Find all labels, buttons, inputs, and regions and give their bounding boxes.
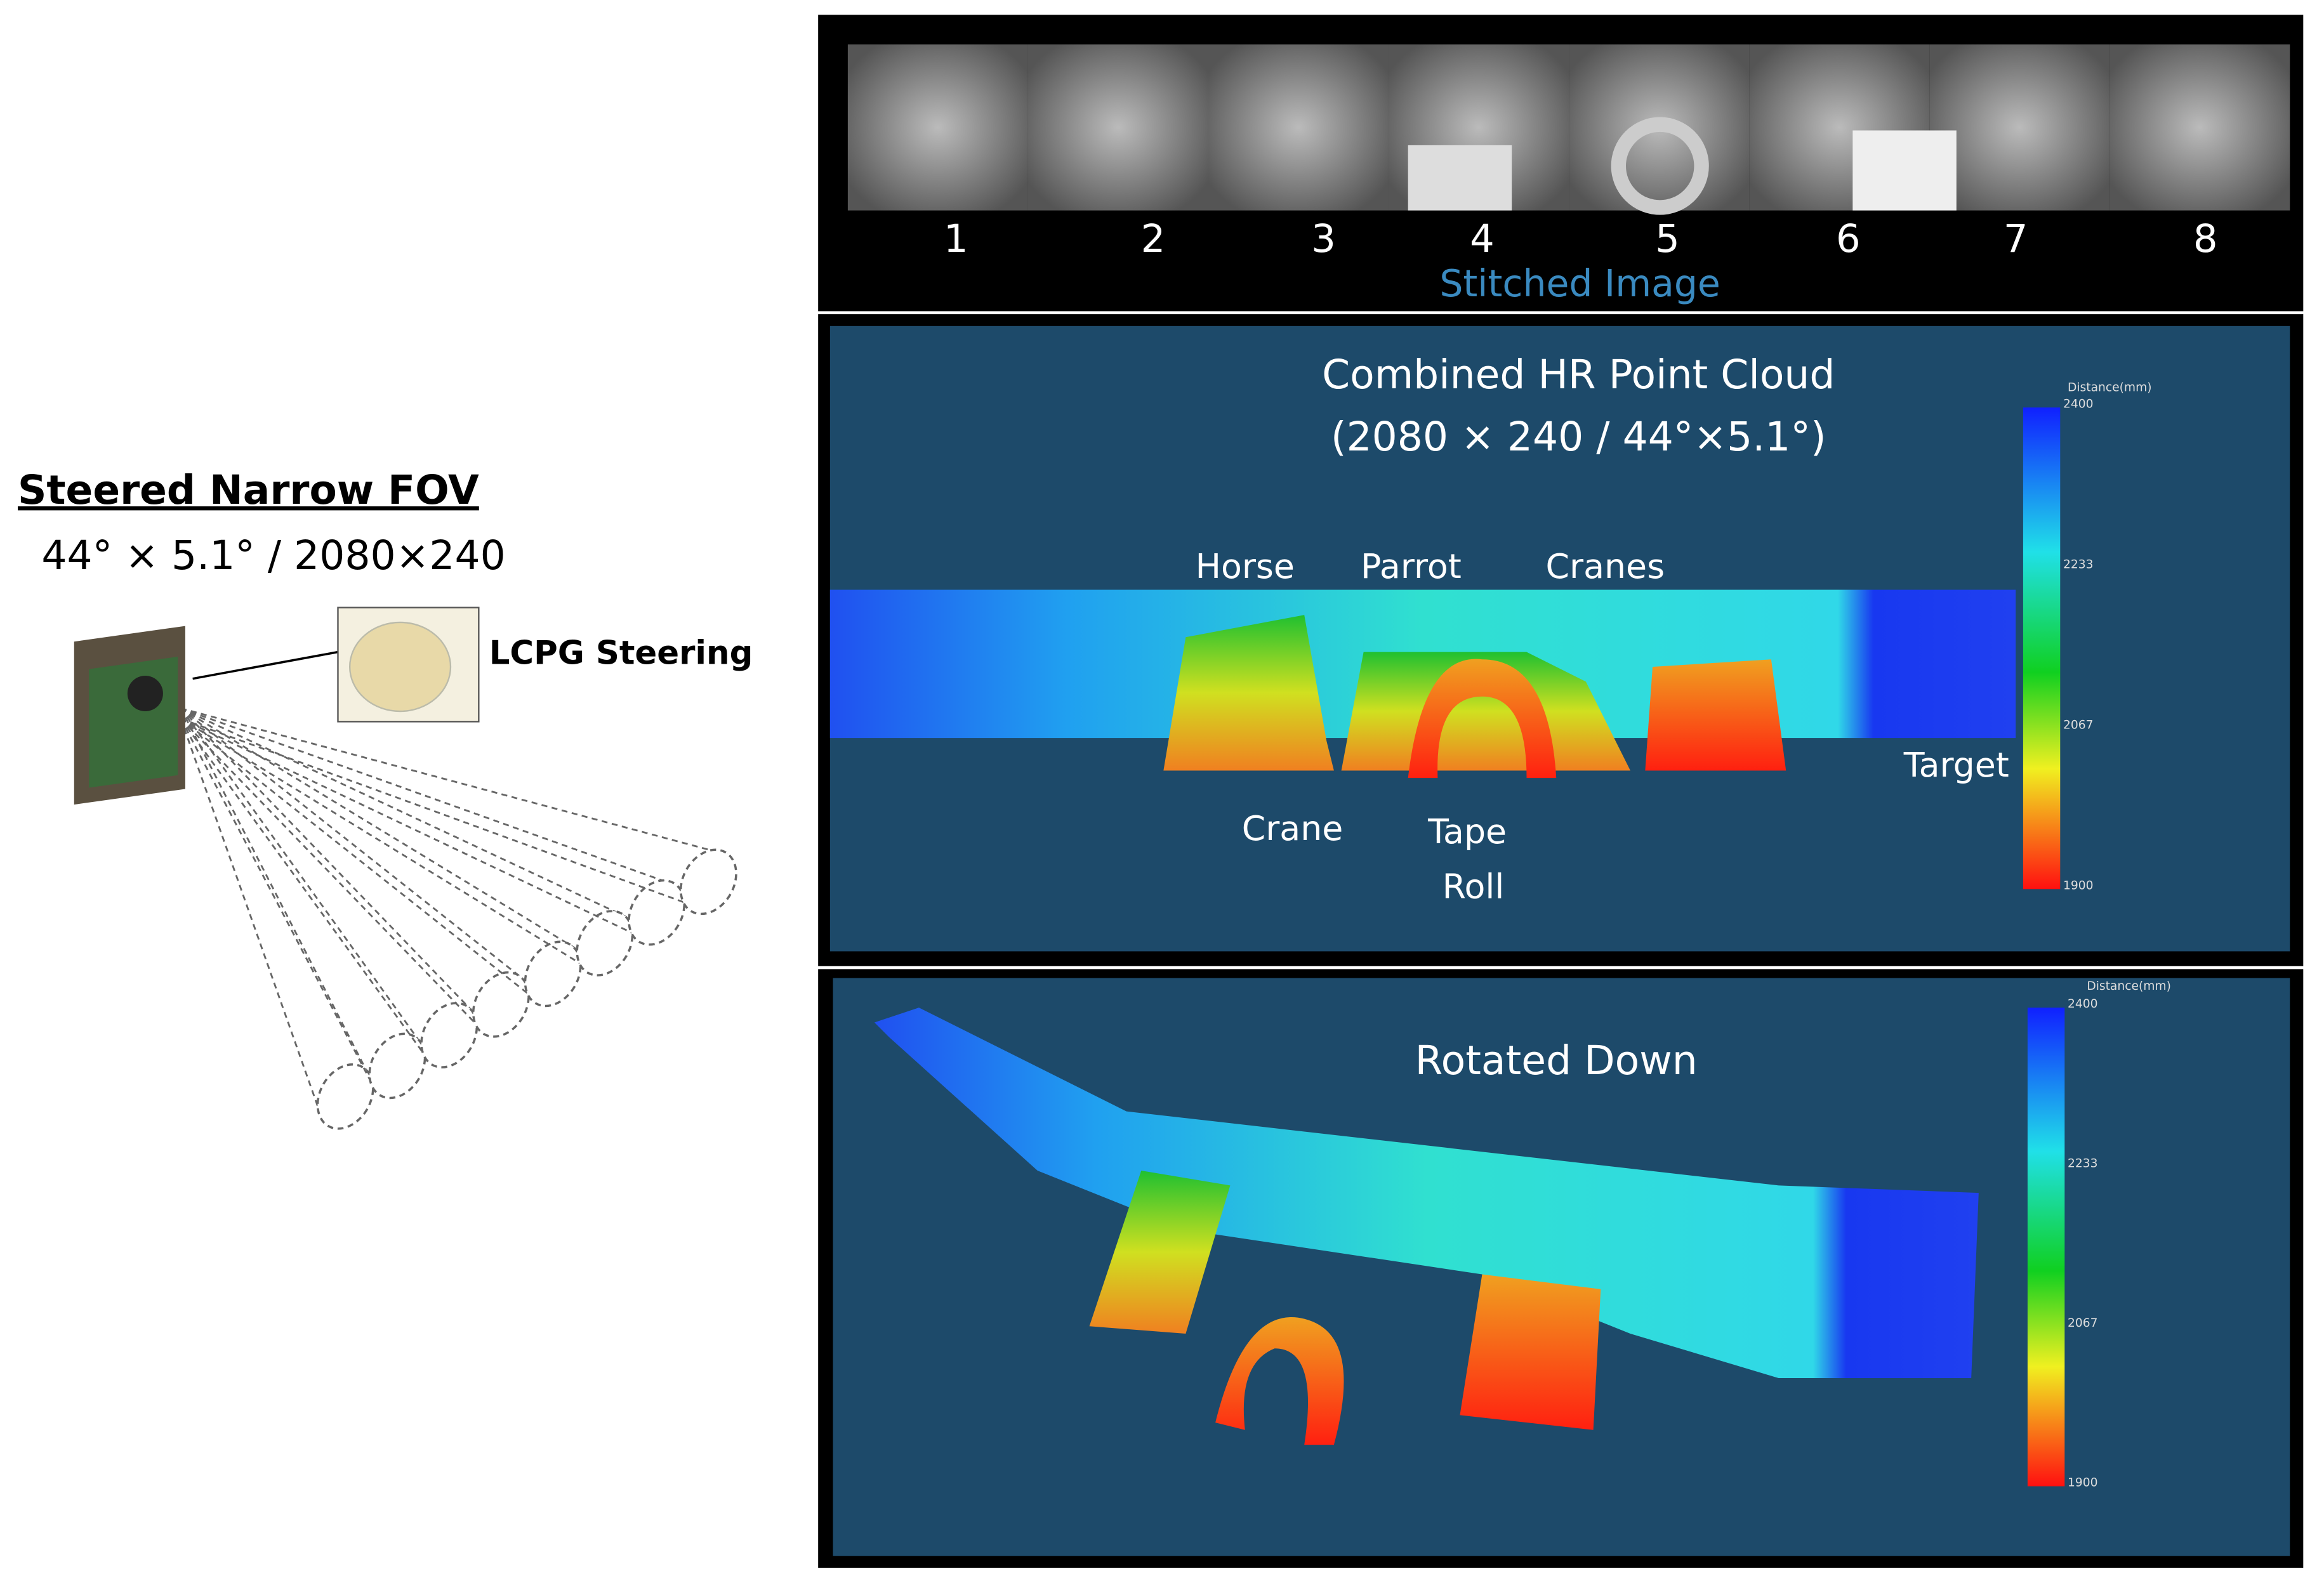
colorbar	[2027, 1008, 2065, 1487]
beam-edge	[180, 707, 419, 1040]
beam-edge	[180, 707, 730, 857]
frame-number: 5	[1655, 217, 1680, 261]
rot-title: Rotated Down	[1415, 1037, 1698, 1084]
beam-edge	[180, 707, 471, 1009]
label: Target	[1903, 745, 2009, 785]
label: Crane	[1242, 808, 1344, 848]
object	[1408, 145, 1512, 211]
colorbar-tick: 2400	[2068, 997, 2098, 1011]
lcpg-device	[349, 621, 452, 713]
beam-spot	[368, 1032, 426, 1100]
frame	[847, 44, 1028, 211]
camera-lens	[127, 675, 163, 712]
pc-target-box	[1645, 659, 1786, 771]
frame	[1027, 44, 1208, 211]
pc-parrot	[1341, 652, 1631, 771]
beam-edge	[180, 718, 582, 965]
stitched-frames: 1 2 3 4 5 6 7 8	[847, 44, 2290, 261]
beam-spot	[316, 1063, 374, 1130]
beam-edge	[180, 707, 678, 887]
colorbar-tick: 2067	[2063, 718, 2094, 732]
left-spec: 44° × 5.1° / 2080×240	[41, 532, 505, 579]
beam-spot	[420, 1002, 479, 1068]
beam-edge	[180, 707, 522, 979]
beam-spot	[472, 971, 530, 1038]
beam-edge	[180, 707, 626, 917]
frame-number: 7	[2004, 217, 2028, 261]
frame-number: 6	[1836, 217, 1861, 261]
frame-number: 1	[944, 217, 968, 261]
beam-edge	[180, 707, 574, 949]
beam-edge	[180, 718, 685, 903]
rot-horse	[1089, 1171, 1231, 1334]
object	[1611, 117, 1709, 215]
beams	[180, 707, 737, 1130]
beam-spot	[679, 848, 737, 916]
left-title: Steered Narrow FOV	[18, 466, 479, 513]
beam-edge	[180, 718, 374, 1087]
beam-edge	[180, 718, 323, 1118]
rot-tape-roll	[1215, 1317, 1344, 1445]
colorbar-tick: 2067	[2068, 1317, 2098, 1330]
colorbar-ticks: 2400 2233 2067 1900	[2068, 997, 2098, 1489]
camera-board	[89, 656, 178, 788]
stitched-caption: Stitched Image	[1439, 262, 1720, 305]
rot-cloud	[874, 1008, 1979, 1379]
frame-number: 4	[1470, 217, 1495, 261]
label: Roll	[1443, 866, 1505, 906]
beam-spot	[524, 940, 582, 1008]
beam-edge	[180, 718, 530, 995]
connector	[192, 650, 338, 680]
pc-subtitle: (2080 × 240 / 44°×5.1°)	[1331, 413, 1826, 460]
beam-edge	[180, 718, 633, 935]
label: Tape	[1427, 811, 1507, 851]
colorbar-tick: 2400	[2063, 397, 2094, 411]
frame	[2109, 44, 2290, 211]
frame-number: 3	[1311, 217, 1336, 261]
pc-horse	[1163, 615, 1334, 771]
beam-spot	[576, 910, 634, 976]
pc-title: Combined HR Point Cloud	[1322, 351, 1835, 398]
steering-label: LCPG Steering	[489, 634, 753, 672]
colorbar-tick: 1900	[2063, 879, 2094, 892]
beam-edge	[180, 718, 479, 1026]
colorbar-title: Distance(mm)	[2087, 980, 2171, 993]
frame	[1929, 44, 2110, 211]
pc-tape-roll	[1408, 659, 1557, 779]
beam-edge	[180, 718, 426, 1057]
frame-number: 8	[2193, 217, 2218, 261]
label: Cranes	[1546, 546, 1665, 586]
colorbar	[2023, 407, 2061, 890]
colorbar-title: Distance(mm)	[2068, 381, 2152, 395]
colorbar-tick: 2233	[2063, 558, 2094, 571]
frame	[1208, 44, 1389, 211]
colorbar-tick: 2233	[2068, 1157, 2098, 1171]
frame-number: 2	[1141, 217, 1166, 261]
colorbar-ticks: 2400 2233 2067 1900	[2063, 397, 2094, 892]
label: Parrot	[1361, 546, 1462, 586]
rot-box	[1460, 1274, 1601, 1430]
colorbar-tick: 1900	[2068, 1476, 2098, 1489]
object	[1852, 130, 1957, 211]
beam-edge	[180, 707, 367, 1070]
label: Horse	[1196, 546, 1295, 586]
